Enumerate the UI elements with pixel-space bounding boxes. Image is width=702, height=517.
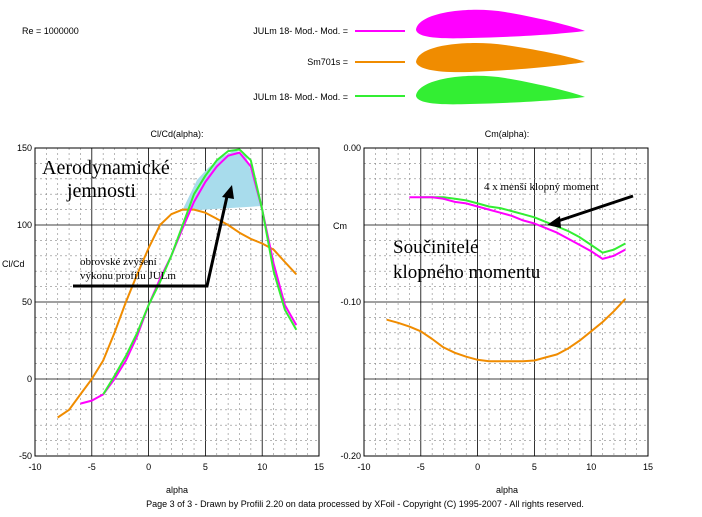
clcd-y-tick-label: -50 xyxy=(19,451,32,461)
cm-chart: Cm(alpha): Cm alpha -10 -5 0 5 10 15 0.00 -0.10… xyxy=(333,129,653,495)
clcd-title-annotation-1: Aerodynamické xyxy=(42,157,170,179)
cm-x-tick-label: -5 xyxy=(417,462,425,472)
clcd-series-line-3 xyxy=(102,148,298,395)
clcd-frame xyxy=(34,147,320,457)
clcd-y-tick-label: 150 xyxy=(17,143,32,153)
clcd-ylabel: Cl/Cd xyxy=(2,259,25,269)
cm-annotation-arrow xyxy=(554,194,634,224)
clcd-xlabel: alpha xyxy=(166,485,188,495)
cm-xlabel: alpha xyxy=(496,485,518,495)
cm-series-line-3 xyxy=(409,196,626,260)
clcd-chart-title: Cl/Cd(alpha): xyxy=(150,129,203,139)
cm-series-line-2 xyxy=(420,196,626,254)
cm-title-annotation-2: klopného momentu xyxy=(393,262,541,283)
clcd-title-annotation-2: jemnosti xyxy=(66,180,136,202)
cm-title-annotation-1: Součinitelé xyxy=(393,237,478,258)
cm-ylabel: Cm xyxy=(333,221,347,231)
clcd-note-2: výkonu profilu JULm xyxy=(80,270,176,282)
clcd-highlight-area xyxy=(182,150,262,211)
cm-x-tick-label: 5 xyxy=(532,462,537,472)
airfoil-julm-1 xyxy=(416,9,585,39)
legend: JULm 18- Mod.- Mod. = Sm701s = JULm 18- … xyxy=(253,9,585,105)
cm-ticks: -10 -5 0 5 10 15 0.00 -0.10 -0.20 xyxy=(340,143,653,472)
clcd-arrow-head xyxy=(222,185,234,199)
cm-arrow-head xyxy=(547,216,561,228)
cm-x-tick-label: 0 xyxy=(475,462,480,472)
cm-y-tick-label: 0.00 xyxy=(343,143,361,153)
reynolds-label: Re = 1000000 xyxy=(22,26,79,36)
legend-label-1: JULm 18- Mod.- Mod. = xyxy=(253,26,348,36)
clcd-series xyxy=(57,148,298,419)
clcd-x-tick-label: 5 xyxy=(203,462,208,472)
cm-y-tick-label: -0.20 xyxy=(340,451,361,461)
legend-label-3: JULm 18- Mod.- Mod. = xyxy=(253,92,348,102)
cm-chart-title: Cm(alpha): xyxy=(485,129,530,139)
airfoil-sm701s xyxy=(416,43,585,73)
cm-y-tick-label: -0.10 xyxy=(340,297,361,307)
cm-x-tick-label: -10 xyxy=(357,462,370,472)
clcd-y-tick-label: 0 xyxy=(27,374,32,384)
footer-copyright: Page 3 of 3 - Drawn by Profili 2.20 on d… xyxy=(146,499,584,509)
clcd-x-tick-label: -10 xyxy=(28,462,41,472)
clcd-note-1: obrovské zvýšení xyxy=(80,256,157,268)
legend-label-2: Sm701s = xyxy=(307,57,348,67)
clcd-y-tick-label: 100 xyxy=(17,220,32,230)
clcd-x-tick-label: -5 xyxy=(88,462,96,472)
clcd-x-tick-label: 10 xyxy=(257,462,267,472)
airfoil-julm-2 xyxy=(416,75,585,105)
cm-x-tick-label: 15 xyxy=(643,462,653,472)
cm-grid xyxy=(364,148,648,456)
clcd-chart: Cl/Cd(alpha): Cl/Cd alpha -10 -5 0 5 10 15150… xyxy=(2,129,324,495)
clcd-x-tick-label: 0 xyxy=(146,462,151,472)
cm-series-line-1 xyxy=(386,298,627,363)
cm-series xyxy=(386,196,627,363)
clcd-annotation-arrow xyxy=(73,191,230,288)
cm-note-1: 4 x menší klopný moment xyxy=(484,181,599,193)
cm-frame xyxy=(363,147,649,457)
clcd-x-tick-label: 15 xyxy=(314,462,324,472)
clcd-y-tick-label: 50 xyxy=(22,297,32,307)
cm-x-tick-label: 10 xyxy=(586,462,596,472)
clcd-series-line-1 xyxy=(57,208,298,419)
